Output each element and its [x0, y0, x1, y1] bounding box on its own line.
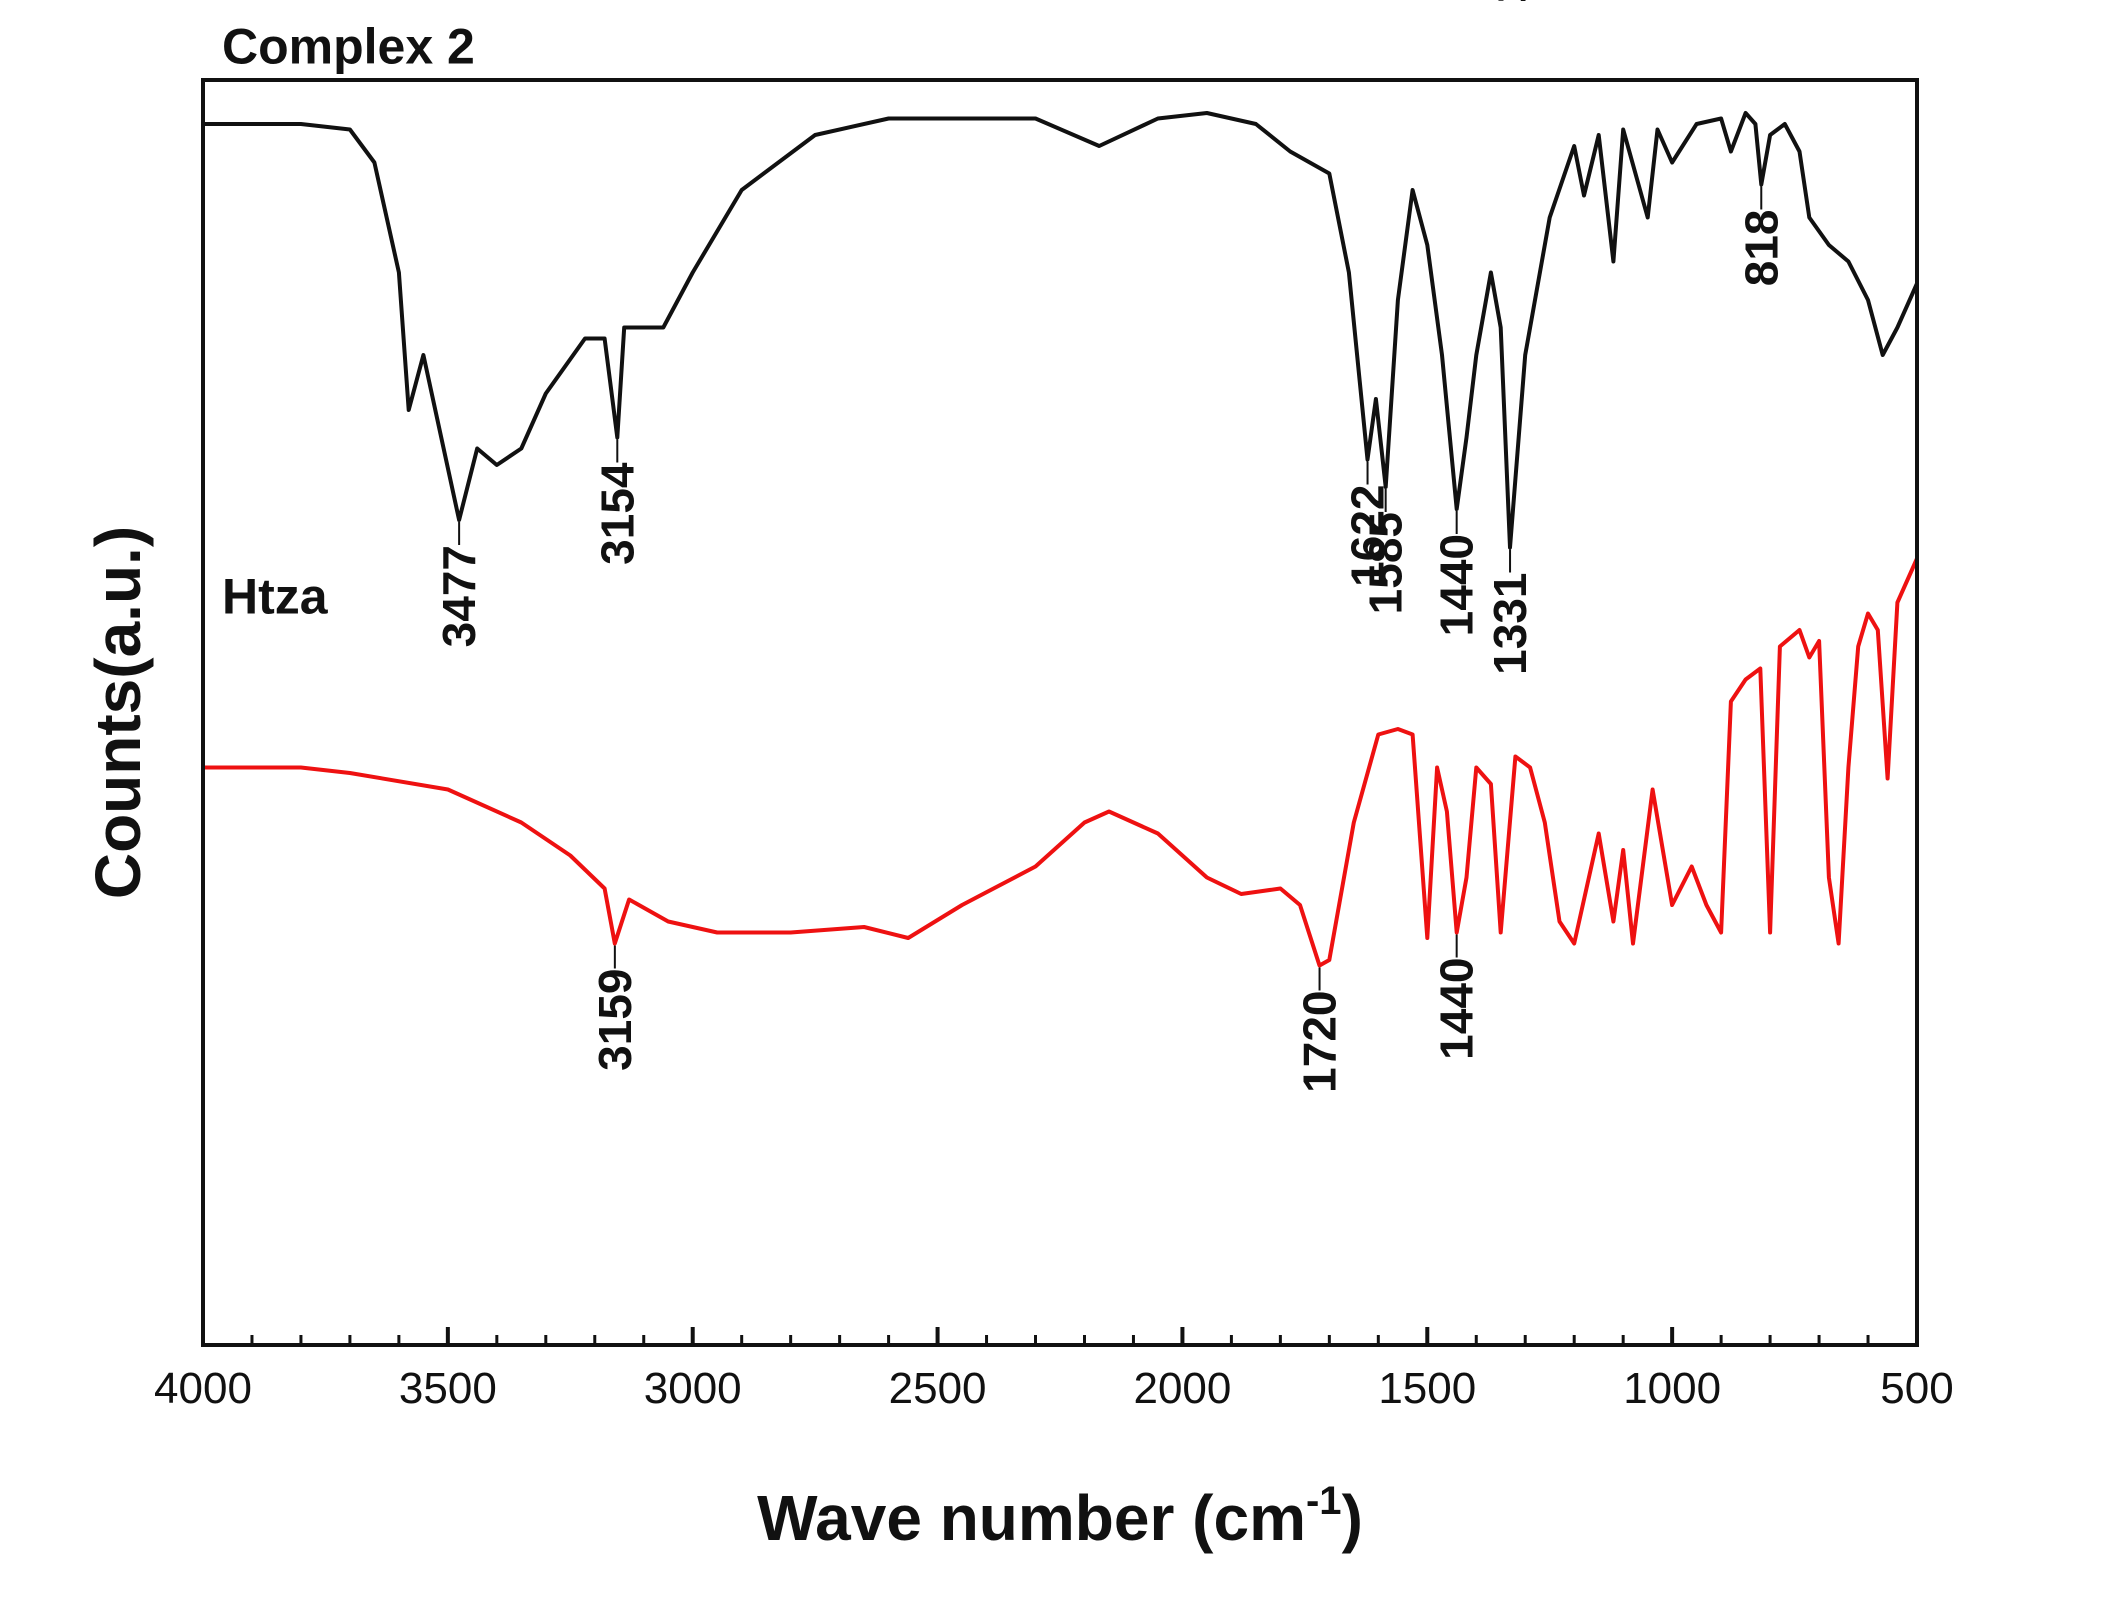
- peak-label: 1440: [1431, 534, 1483, 636]
- peak-label: 3154: [591, 462, 643, 565]
- x-axis-title-superscript: -1: [1306, 1479, 1342, 1523]
- series-line-htza: [203, 557, 1919, 968]
- peak-annotations: 3155162715871454133281534773154162215851…: [433, 0, 1787, 1093]
- x-axis-title-main: Wave number (cm: [757, 1482, 1306, 1554]
- peak-label: 818: [1735, 210, 1787, 287]
- peak-label: 1440: [1431, 958, 1483, 1060]
- series-label-complex-2: Complex 2: [222, 19, 475, 75]
- x-tick-label: 500: [1880, 1364, 1953, 1413]
- x-axis-ticks: 4000 3500 3000 2500 2000 1500 1000 500: [154, 1327, 1954, 1413]
- peak-label: 1585: [1360, 512, 1412, 614]
- x-tick-label: 2000: [1133, 1364, 1231, 1413]
- x-tick-label: 1500: [1378, 1364, 1476, 1413]
- peak-label: 1720: [1294, 991, 1346, 1093]
- series-line-complex-2: [203, 111, 1919, 550]
- x-tick-label: 1000: [1623, 1364, 1721, 1413]
- x-axis-title: Wave number (cm-1): [757, 1479, 1363, 1554]
- x-tick-label: 4000: [154, 1364, 252, 1413]
- peak-label: 1332: [1484, 0, 1536, 4]
- peak-label: 1331: [1484, 573, 1536, 675]
- spectrum-lines: [203, 111, 1919, 968]
- peak-label: 3159: [589, 969, 641, 1071]
- peak-label: 3477: [433, 545, 485, 647]
- x-axis-title-close: ): [1342, 1482, 1363, 1554]
- plot-frame: [201, 78, 1919, 1347]
- x-tick-label: 2500: [889, 1364, 987, 1413]
- x-tick-label: 3000: [644, 1364, 742, 1413]
- series-label-htza: Htza: [222, 569, 329, 625]
- x-tick-label: 3500: [399, 1364, 497, 1413]
- y-axis-title: Counts(a.u.): [82, 526, 154, 899]
